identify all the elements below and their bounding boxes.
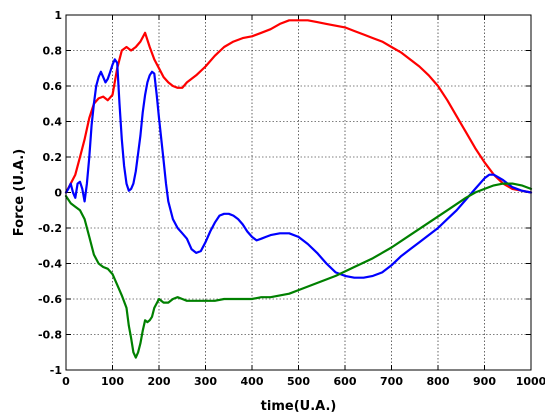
x-tick-label: 200: [148, 375, 171, 388]
y-tick-label: -0.8: [38, 329, 62, 342]
y-tick-label: -0.2: [38, 222, 62, 235]
y-tick-label: 0: [54, 187, 62, 200]
x-tick-label: 900: [473, 375, 496, 388]
x-tick-label: 600: [334, 375, 357, 388]
y-tick-label: 0.8: [43, 45, 63, 58]
x-tick-label: 400: [241, 375, 264, 388]
y-tick-label: -1: [50, 364, 62, 377]
y-tick-label: 0.6: [43, 80, 63, 93]
series-line-3: [64, 182, 533, 359]
y-tick-label: 1: [54, 9, 62, 22]
x-axis-title: time(U.A.): [261, 399, 337, 414]
x-tick-label: 300: [194, 375, 217, 388]
series-line-1: [64, 19, 533, 194]
x-tick-label: 500: [287, 375, 310, 388]
x-tick-label: 700: [380, 375, 403, 388]
axis-ticks: 0 100 200 300 400 500 600 700 800 900 1000 -1 -0.8 -0…: [38, 9, 545, 388]
y-tick-label: 0.4: [43, 116, 63, 129]
x-tick-label: 0: [62, 375, 70, 388]
x-tick-label: 100: [101, 375, 124, 388]
grid: [66, 15, 531, 370]
y-axis-title: Force (U.A.): [12, 149, 27, 236]
series-line-2: [64, 58, 533, 279]
y-tick-label: -0.6: [38, 293, 62, 306]
x-tick-label: 1000: [516, 375, 545, 388]
y-tick-label: 0.2: [43, 151, 63, 164]
x-tick-label: 800: [427, 375, 450, 388]
y-tick-label: -0.4: [38, 258, 62, 271]
series-group: [64, 19, 533, 359]
plot-border: [65, 14, 532, 371]
